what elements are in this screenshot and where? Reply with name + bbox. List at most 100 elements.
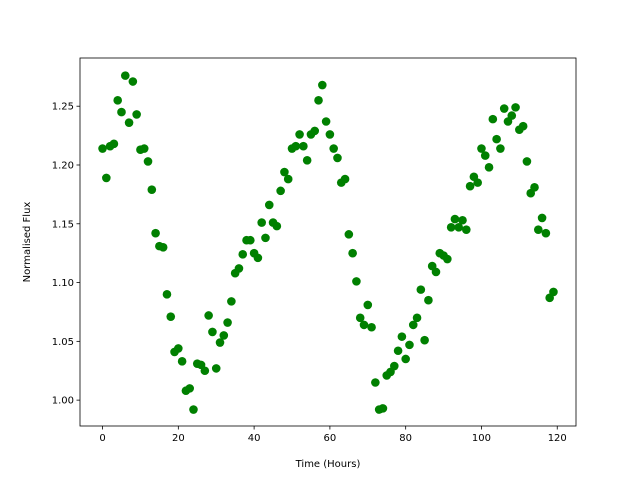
point <box>329 144 338 153</box>
x-tick-label: 120 <box>548 433 567 444</box>
point <box>541 228 551 238</box>
x-tick-label: 80 <box>399 433 412 444</box>
point <box>132 110 141 119</box>
point <box>325 130 335 139</box>
point <box>280 167 289 177</box>
point <box>98 144 107 153</box>
point <box>314 96 323 105</box>
x-tick-label: 40 <box>248 433 261 444</box>
point <box>321 117 331 126</box>
y-tick-label: 1.00 <box>52 396 74 407</box>
point <box>211 364 221 373</box>
point <box>189 405 198 414</box>
point <box>185 384 194 393</box>
point <box>499 104 509 113</box>
point <box>378 404 388 413</box>
point <box>518 121 528 131</box>
point <box>120 71 130 80</box>
point <box>117 107 126 117</box>
y-tick-label: 1.15 <box>52 219 74 230</box>
point <box>139 144 149 153</box>
point <box>246 235 255 245</box>
point <box>204 311 213 320</box>
point <box>537 213 547 223</box>
point <box>416 285 426 294</box>
point <box>151 228 160 238</box>
y-tick-label: 1.25 <box>52 102 74 113</box>
point <box>227 297 236 306</box>
point <box>465 181 475 191</box>
point <box>253 253 263 263</box>
point <box>507 111 517 120</box>
point <box>458 215 467 225</box>
point <box>124 118 134 127</box>
point <box>261 233 270 243</box>
point <box>272 221 282 231</box>
point <box>174 344 183 353</box>
point <box>446 223 456 232</box>
point <box>390 361 399 371</box>
point <box>443 254 452 264</box>
point <box>333 153 342 163</box>
point <box>234 264 244 273</box>
point <box>162 290 172 299</box>
point <box>367 322 376 332</box>
point <box>219 331 229 340</box>
point <box>397 332 407 341</box>
point <box>488 114 498 124</box>
x-tick-label: 100 <box>472 433 491 444</box>
point <box>484 163 494 172</box>
point <box>158 242 168 252</box>
x-axis-label: Time (Hours) <box>295 459 361 470</box>
point <box>511 103 520 112</box>
point <box>276 186 285 196</box>
point <box>533 225 543 234</box>
point <box>238 250 248 259</box>
point <box>530 183 539 192</box>
point <box>143 157 153 166</box>
point <box>215 338 225 347</box>
point <box>522 157 532 166</box>
point <box>371 378 380 387</box>
point <box>318 80 327 90</box>
y-tick-label: 1.05 <box>52 337 74 348</box>
point <box>355 313 365 323</box>
x-tick-label: 60 <box>324 433 337 444</box>
point <box>295 130 304 139</box>
point <box>283 174 293 184</box>
point <box>344 230 354 239</box>
plot-frame <box>79 57 577 427</box>
point <box>310 126 320 136</box>
point <box>109 139 119 149</box>
point <box>424 295 433 305</box>
point <box>401 354 410 364</box>
point <box>492 134 501 144</box>
point <box>177 357 187 366</box>
y-tick-label: 1.10 <box>52 278 74 289</box>
point <box>549 287 558 297</box>
point <box>291 141 301 151</box>
point <box>128 77 138 86</box>
point <box>477 144 486 153</box>
point <box>352 277 361 286</box>
point <box>223 318 232 327</box>
point <box>462 225 471 234</box>
point <box>299 141 308 151</box>
point <box>340 174 350 184</box>
point <box>348 248 357 258</box>
x-tick-label: 20 <box>172 433 185 444</box>
point <box>359 320 369 330</box>
point <box>363 300 373 310</box>
point <box>302 155 312 165</box>
point <box>431 267 441 277</box>
x-tick-label: 0 <box>99 433 105 444</box>
point <box>496 144 505 153</box>
point <box>147 185 157 194</box>
point <box>102 173 111 183</box>
point <box>412 313 422 323</box>
y-axis-label: Normalised Flux <box>22 202 33 283</box>
point <box>200 366 210 376</box>
point <box>454 223 464 232</box>
point <box>257 218 266 227</box>
